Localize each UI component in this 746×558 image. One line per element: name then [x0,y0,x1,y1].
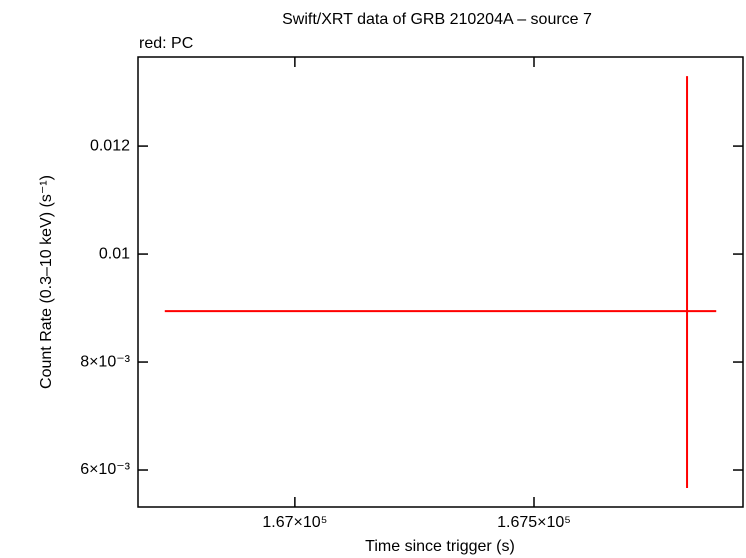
x-axis-label: Time since trigger (s) [365,538,515,555]
y-tick-label: 6×10⁻³ [80,461,130,478]
y-tick-label: 8×10⁻³ [80,353,130,370]
y-tick-label: 0.012 [90,137,130,154]
legend-note: red: PC [139,35,193,52]
plot-frame [137,56,744,508]
y-axis-label: Count Rate (0.3–10 keV) (s⁻¹) [38,175,55,389]
x-tick-label: 1.675×10⁵ [497,514,571,531]
chart-title: Swift/XRT data of GRB 210204A – source 7 [282,11,592,28]
y-tick-label: 0.01 [99,245,130,262]
x-tick-label: 1.67×10⁵ [262,514,327,531]
